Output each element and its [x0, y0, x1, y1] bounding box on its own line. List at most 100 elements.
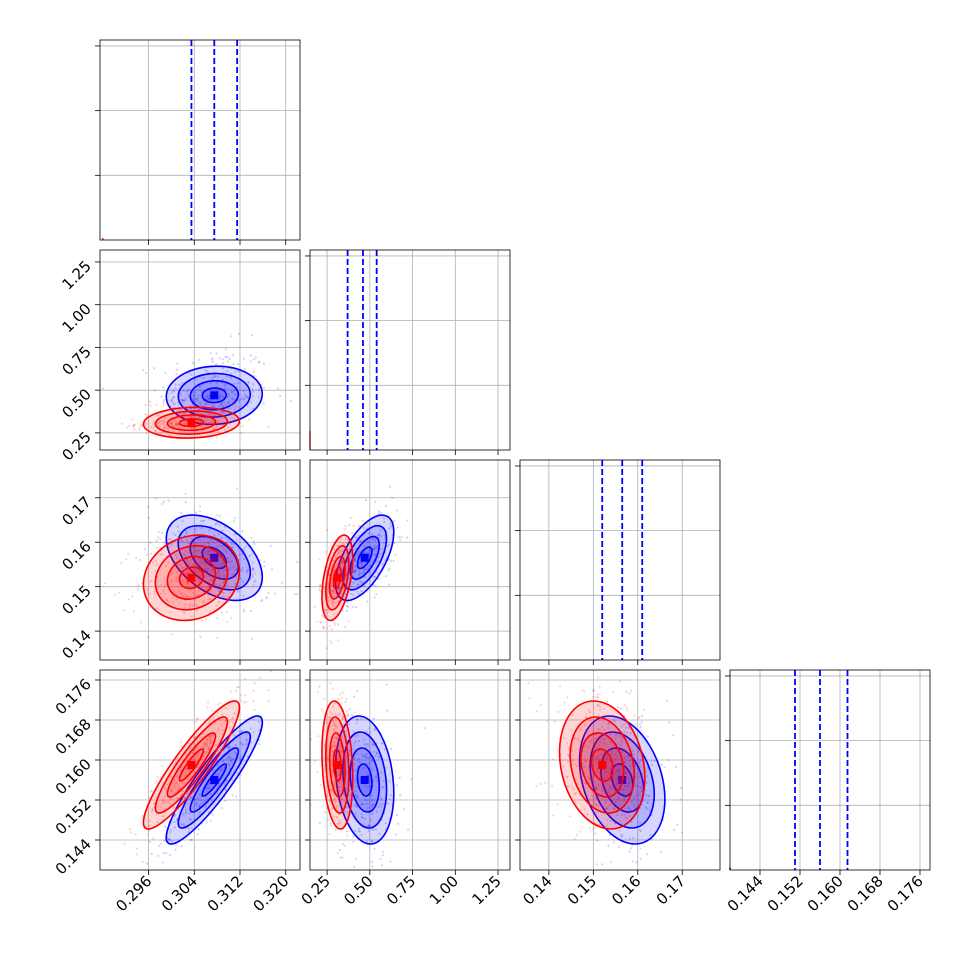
- x-tick-label: 0.17: [653, 872, 689, 908]
- sample-point: [337, 562, 340, 566]
- sample-point: [160, 411, 164, 415]
- sample-point: [226, 757, 229, 760]
- sample-point: [617, 846, 621, 849]
- sample-point: [194, 397, 197, 400]
- sample-point: [279, 394, 282, 398]
- sample-point: [170, 775, 173, 778]
- sample-point: [153, 802, 156, 805]
- sample-point: [176, 362, 179, 365]
- sample-point: [246, 569, 249, 572]
- sample-point: [138, 558, 142, 562]
- sample-point: [340, 549, 344, 552]
- sample-point: [626, 756, 629, 759]
- sample-point: [199, 635, 202, 638]
- sample-point: [338, 549, 341, 552]
- sample-point: [229, 690, 233, 693]
- sample-point: [345, 574, 348, 577]
- sample-point: [623, 761, 626, 764]
- sample-point: [196, 420, 199, 423]
- sample-point: [365, 730, 368, 733]
- sample-point: [395, 813, 398, 817]
- sample-point: [322, 590, 325, 593]
- sample-point: [142, 860, 145, 864]
- sample-point: [242, 743, 245, 746]
- sample-point: [335, 805, 338, 808]
- sample-point: [395, 833, 398, 836]
- sample-point: [183, 422, 186, 425]
- sample-point: [163, 416, 166, 419]
- sample-point: [345, 609, 348, 613]
- sample-point: [385, 556, 388, 559]
- sample-point: [334, 581, 337, 584]
- x-tick-label: 0.15: [564, 872, 600, 908]
- sample-point: [202, 519, 206, 522]
- sample-point: [193, 797, 197, 801]
- sample-point: [335, 724, 338, 727]
- density-peak: [598, 761, 607, 769]
- sample-point: [196, 549, 199, 552]
- sample-point: [341, 542, 344, 545]
- sample-point: [391, 496, 394, 500]
- sample-point: [623, 765, 626, 768]
- sample-point: [335, 754, 338, 757]
- sample-point: [612, 807, 615, 810]
- sample-point: [368, 785, 371, 788]
- sample-point: [190, 571, 193, 574]
- sample-point: [236, 362, 240, 366]
- sample-point: [342, 543, 346, 546]
- sample-point: [357, 553, 360, 556]
- sample-point: [214, 582, 217, 586]
- sample-point: [173, 396, 176, 399]
- sample-point: [148, 840, 151, 843]
- sample-point: [620, 725, 623, 728]
- sample-point: [366, 762, 369, 765]
- sample-point: [218, 406, 221, 409]
- sample-point: [377, 533, 381, 536]
- sample-point: [374, 775, 378, 778]
- sample-point: [334, 736, 337, 739]
- sample-point: [204, 575, 207, 578]
- sample-point: [346, 806, 349, 809]
- sample-point: [335, 563, 338, 566]
- sample-point: [225, 610, 228, 614]
- sample-point: [190, 540, 193, 543]
- sample-point: [595, 696, 598, 699]
- sample-point: [211, 568, 214, 571]
- sample-point: [325, 570, 328, 573]
- sample-point: [380, 805, 383, 809]
- sample-point: [330, 824, 333, 828]
- sample-point: [180, 511, 183, 515]
- sample-point: [162, 404, 165, 407]
- sample-point: [367, 564, 370, 567]
- sample-point: [374, 585, 377, 588]
- sample-point: [228, 720, 231, 724]
- sample-point: [368, 762, 371, 765]
- sample-point: [589, 719, 593, 722]
- sample-point: [237, 382, 240, 385]
- sample-point: [251, 569, 254, 572]
- sample-point: [370, 839, 373, 843]
- sample-point: [159, 583, 162, 586]
- sample-point: [243, 549, 246, 552]
- sample-point: [206, 540, 209, 544]
- sample-point: [134, 833, 137, 836]
- sample-point: [176, 797, 179, 800]
- contour-line: [189, 747, 240, 813]
- sample-point: [349, 517, 353, 520]
- sample-point: [172, 596, 175, 599]
- sample-point: [638, 829, 641, 832]
- sample-point: [243, 397, 246, 401]
- sample-point: [262, 402, 265, 405]
- sample-point: [209, 538, 212, 541]
- sample-point: [210, 376, 214, 379]
- sample-point: [640, 803, 644, 807]
- sample-point: [214, 523, 217, 526]
- sample-point: [594, 787, 597, 790]
- sample-point: [221, 357, 224, 361]
- sample-point: [623, 703, 626, 707]
- sample-point: [180, 781, 183, 785]
- sample-point: [180, 398, 183, 401]
- sample-point: [197, 407, 200, 410]
- sample-point: [344, 537, 347, 541]
- sample-point: [589, 777, 592, 781]
